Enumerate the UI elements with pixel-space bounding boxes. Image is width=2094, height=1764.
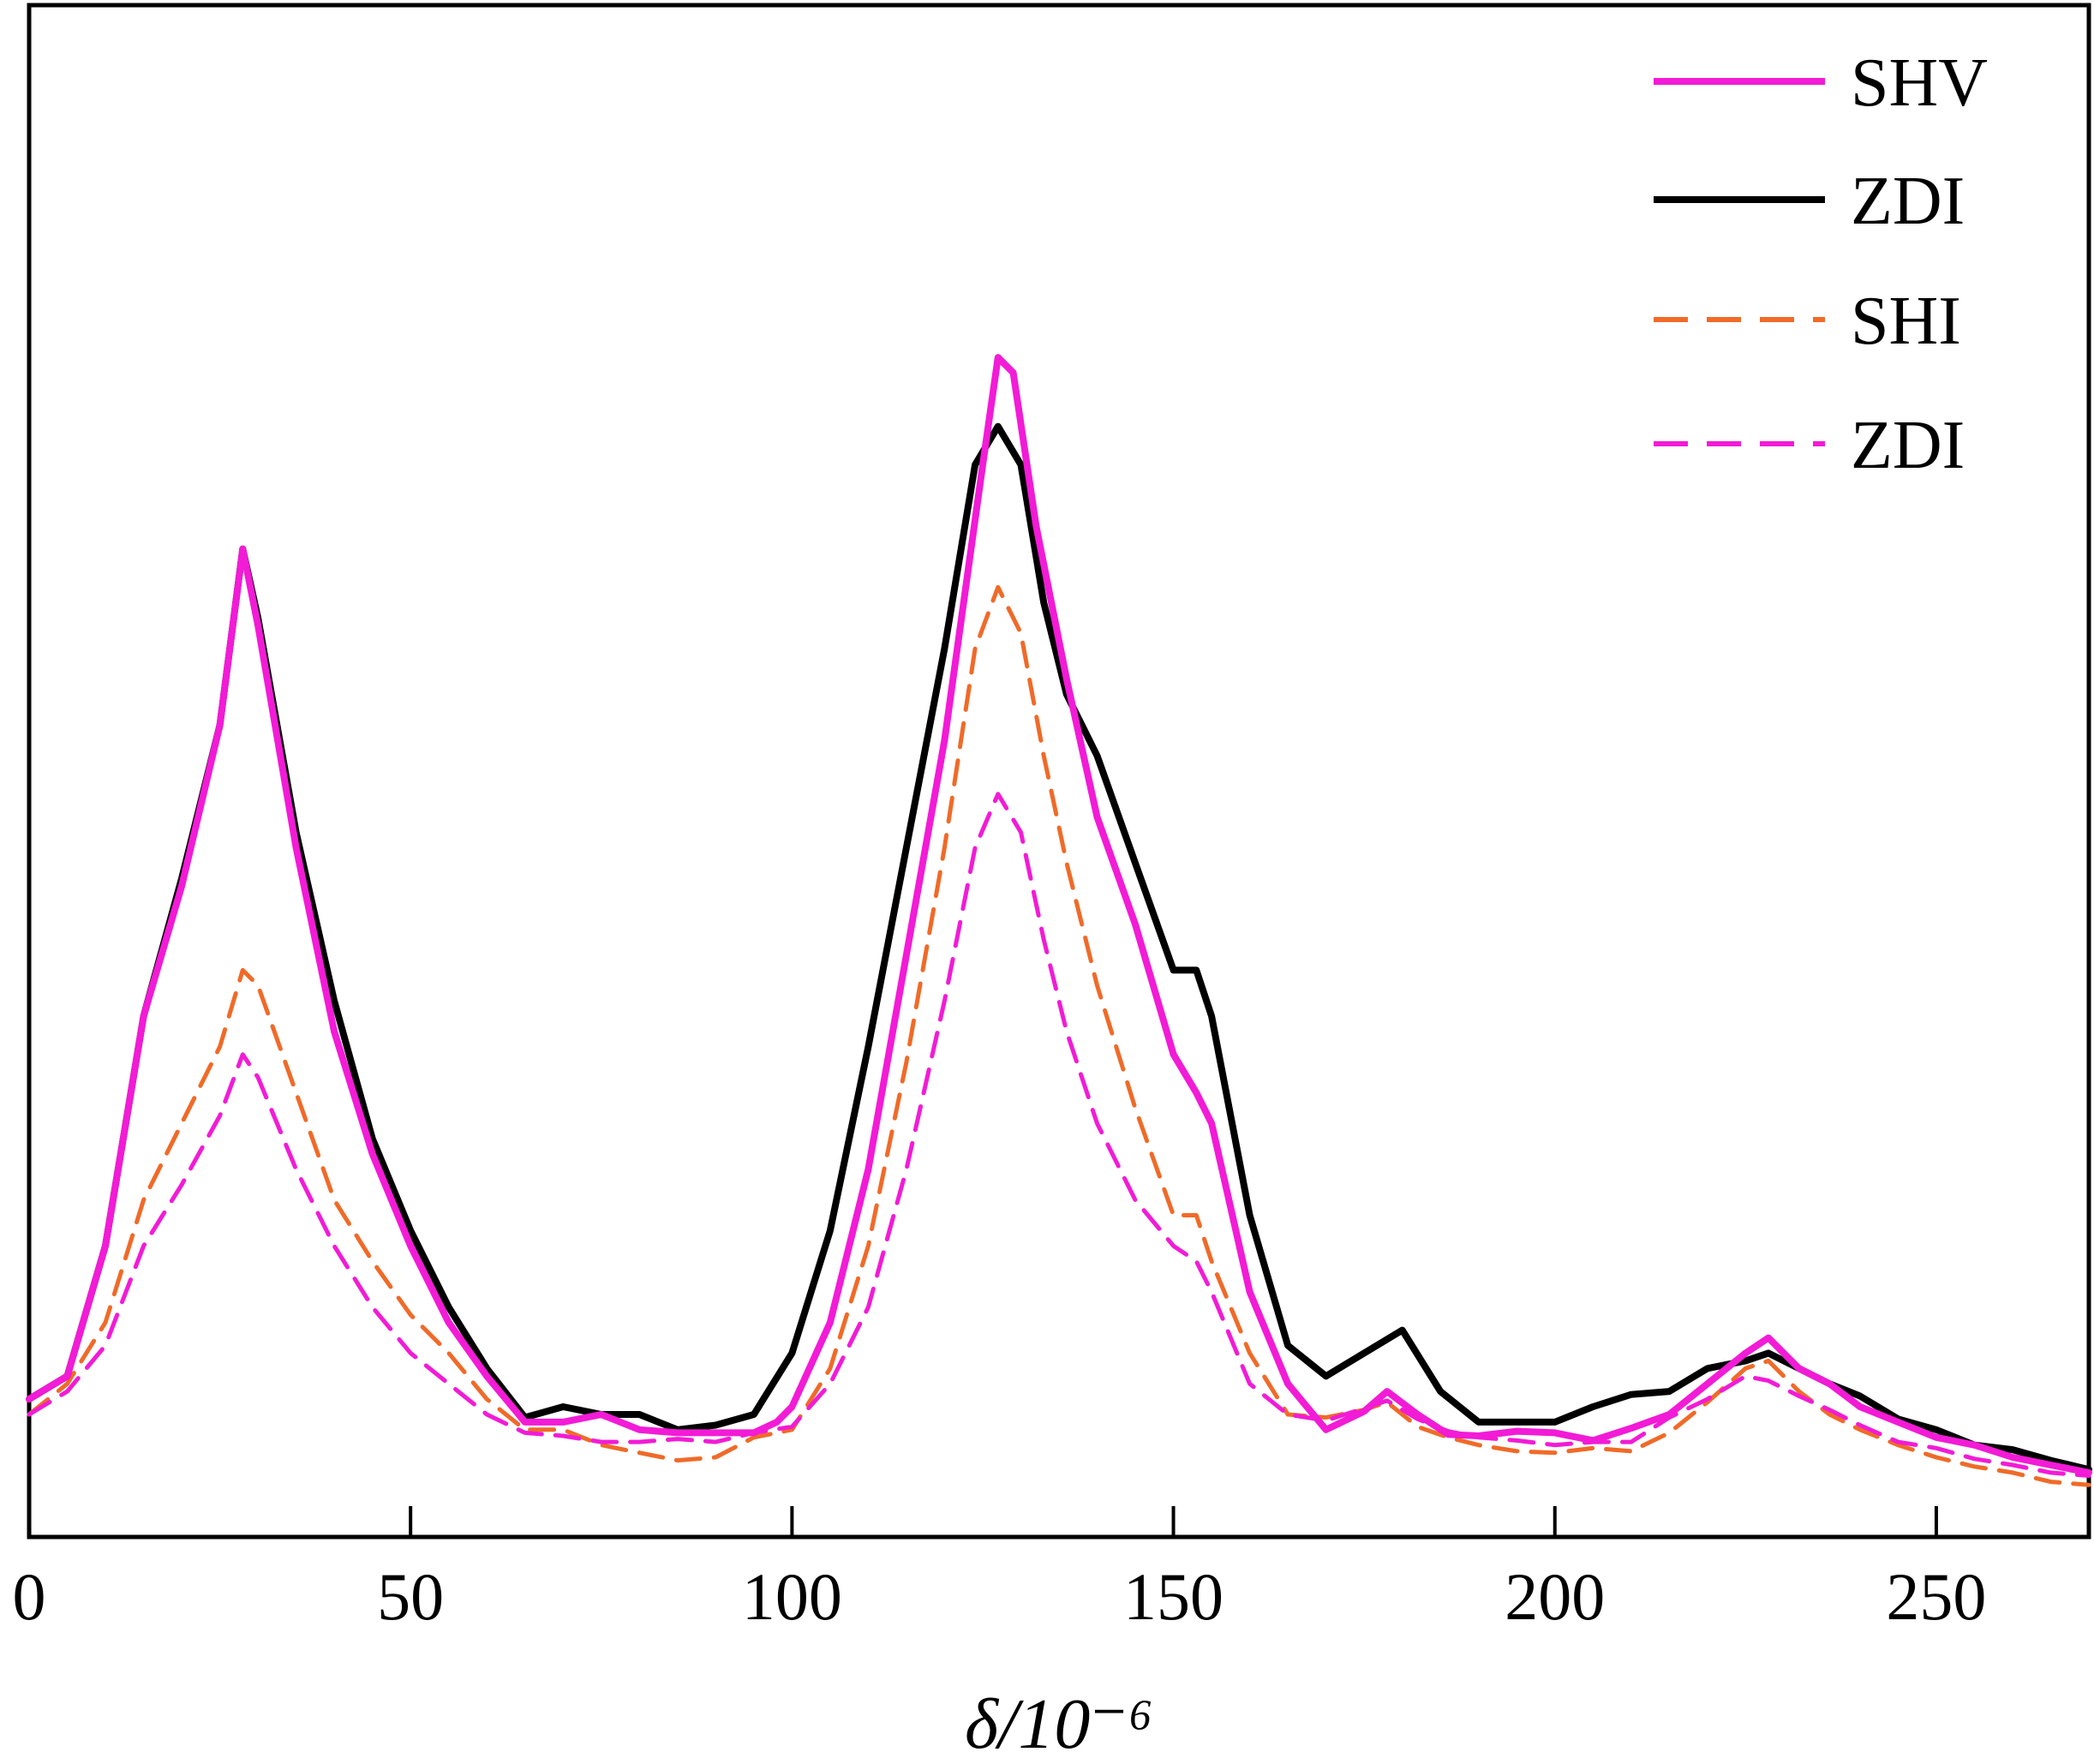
x-tick-label: 50 bbox=[377, 1559, 444, 1634]
series-line-1 bbox=[26, 354, 2092, 1476]
x-tick-label: 250 bbox=[1886, 1559, 1986, 1634]
x-axis-title: δ/10⁻⁶ bbox=[965, 1684, 1153, 1764]
series-line-3 bbox=[27, 584, 2091, 1487]
x-tick-label: 0 bbox=[13, 1559, 46, 1634]
series-line-2 bbox=[26, 422, 2092, 1474]
legend: SHV ZDI SHI ZDI bbox=[1654, 45, 1988, 483]
series-layer bbox=[26, 354, 2092, 1487]
x-tick-label: 100 bbox=[742, 1559, 842, 1634]
x-tick-label: 200 bbox=[1505, 1559, 1605, 1634]
plot-frame bbox=[27, 3, 2091, 1540]
x-ticks: 0 50 100 150 200 250 bbox=[13, 1506, 1986, 1634]
legend-label-3: SHI bbox=[1851, 284, 1961, 359]
legend-label-1: SHV bbox=[1851, 45, 1988, 121]
legend-label-2: ZDI bbox=[1851, 164, 1965, 239]
legend-label-4: ZDI bbox=[1851, 408, 1965, 483]
x-tick-label: 150 bbox=[1123, 1559, 1223, 1634]
